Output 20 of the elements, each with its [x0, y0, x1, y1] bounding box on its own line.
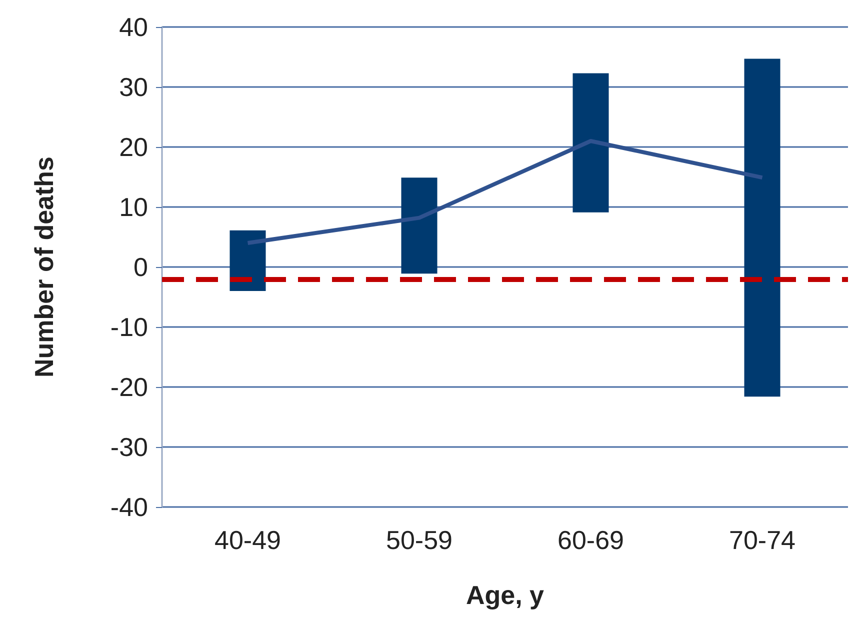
bar — [744, 58, 780, 397]
y-tick-label: 0 — [134, 252, 148, 282]
y-tick-label: -10 — [110, 312, 148, 342]
y-tick-label: -20 — [110, 372, 148, 402]
bar — [401, 178, 438, 274]
y-tick-label: 40 — [119, 12, 148, 42]
y-tick-label: 10 — [119, 192, 148, 222]
x-tick-label: 70-74 — [729, 525, 796, 555]
y-axis-title: Number of deaths — [29, 156, 59, 378]
bar — [230, 230, 266, 291]
line-series — [246, 139, 764, 245]
y-tick-label: 20 — [119, 132, 148, 162]
x-tick-label: 50-59 — [386, 525, 452, 555]
x-tick-label: 60-69 — [558, 525, 624, 555]
y-tick-label: -40 — [110, 492, 148, 522]
x-tick-label: 40-49 — [214, 525, 281, 555]
x-axis-title: Age, y — [466, 580, 545, 610]
y-tick-label: 30 — [119, 72, 148, 102]
bar — [572, 73, 609, 212]
y-tick-label: -30 — [110, 432, 148, 462]
